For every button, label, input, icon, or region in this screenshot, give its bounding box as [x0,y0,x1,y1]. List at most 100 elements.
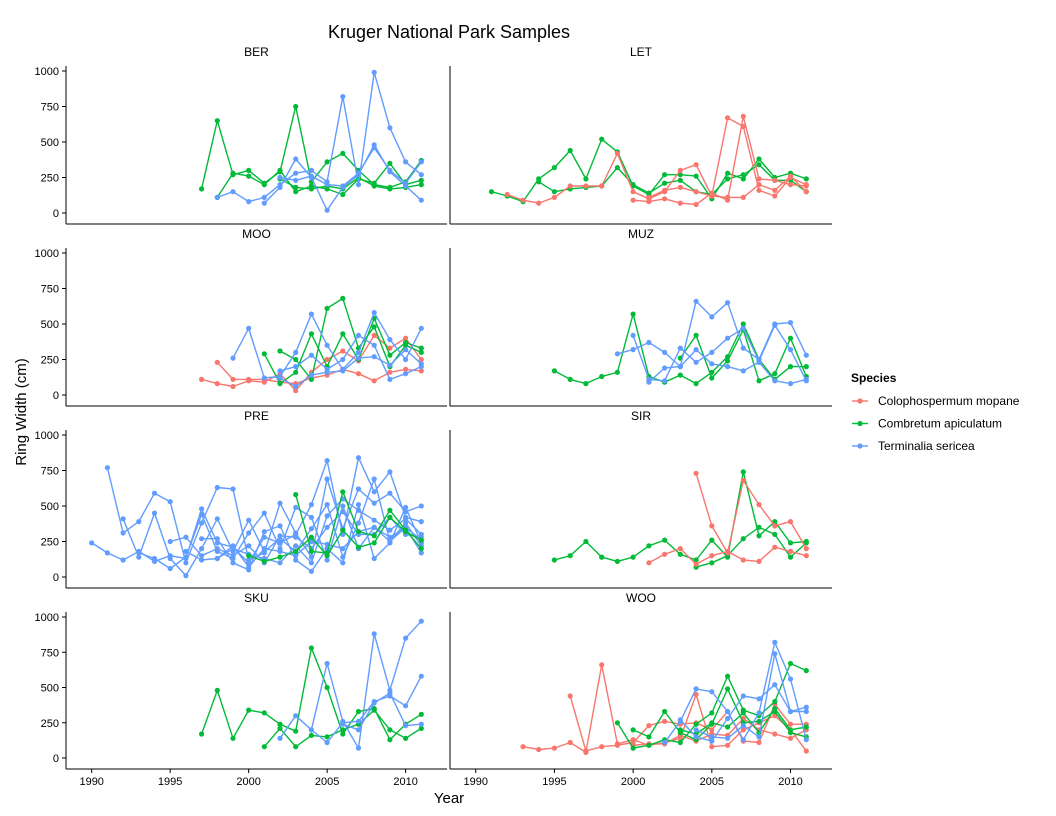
data-point [293,184,299,190]
data-point [403,180,409,186]
series-line [122,478,422,577]
data-point [418,503,424,509]
data-point [418,673,424,679]
data-point [693,173,699,179]
data-point [199,553,205,559]
x-tick-label: 1995 [542,776,566,788]
data-point [740,176,746,182]
y-tick-label: 750 [41,466,59,478]
data-point [772,378,778,384]
data-point [293,177,299,183]
data-point [599,554,605,560]
data-point [693,298,699,304]
data-point [277,721,283,727]
data-point [520,197,526,203]
data-point [308,548,314,555]
data-point [308,372,314,378]
data-point [772,193,778,199]
data-point [324,734,330,740]
data-point [387,737,393,743]
data-point [772,531,778,538]
data-point [418,349,424,355]
data-point [725,735,731,741]
data-point [693,470,699,476]
data-point [403,723,409,729]
data-point [261,529,267,535]
data-point [614,720,621,726]
series-line [248,516,422,563]
panel-strip-label: MOO [242,227,271,241]
data-point [214,687,220,693]
data-point [803,352,809,358]
data-point [709,375,715,381]
legend-item-colophospermum-mopane: Colophospermum mopane [852,394,1020,408]
y-tick-label: 250 [41,537,59,549]
data-point [387,362,393,368]
data-point [324,342,330,348]
data-point [787,721,794,727]
data-point [199,506,205,512]
legend-title: Species [851,371,897,385]
panel-strip-label: SKU [244,591,269,605]
y-tick-label: 1000 [35,66,59,78]
series-line [664,641,807,743]
data-point [614,558,621,565]
data-point [756,378,762,384]
data-point [340,368,346,374]
data-point [709,727,715,733]
data-point [277,533,283,539]
data-point [340,721,346,727]
data-point [136,554,142,560]
data-point [418,531,424,538]
data-point [725,194,731,200]
data-point [772,544,778,550]
data-point [371,524,377,530]
data-point [308,560,314,566]
data-point [293,553,299,559]
series-colophospermum-mopane [646,544,809,567]
data-point [756,502,762,508]
data-point [403,366,409,372]
x-tick-label: 1990 [463,776,487,788]
data-point [614,150,621,156]
series-terminalia-sericea [646,347,809,387]
data-point [418,361,424,367]
data-point [787,660,794,667]
data-point [387,125,393,131]
series-line [279,297,422,381]
series-line [695,473,807,554]
data-point [787,182,794,188]
data-point [293,364,299,370]
data-point [418,546,424,552]
data-point [230,189,236,195]
data-point [662,187,668,193]
data-point [583,183,589,189]
data-point [418,159,424,165]
data-point [646,190,652,196]
series-combretum-apiculatum [677,327,809,384]
data-point [324,305,330,311]
data-point [756,558,762,565]
series-line [632,324,807,382]
data-point [371,324,377,330]
data-point [740,172,746,178]
data-point [403,159,409,165]
data-point [567,553,573,559]
data-point [120,557,126,563]
data-point [772,651,778,657]
data-point [371,700,377,706]
data-point [355,332,362,338]
data-point [230,560,236,566]
data-point [630,311,636,317]
series-terminalia-sericea [340,690,424,733]
series-line [279,620,422,749]
series-line [91,457,422,564]
panel-strip-label: PRE [244,409,269,423]
data-point [599,662,605,668]
data-point [709,537,715,543]
data-point [772,371,778,377]
data-point [803,183,809,189]
data-point [293,728,299,734]
panel-moo: MOO 0 250 500 750 1000 [35,227,447,407]
data-point [403,735,409,741]
